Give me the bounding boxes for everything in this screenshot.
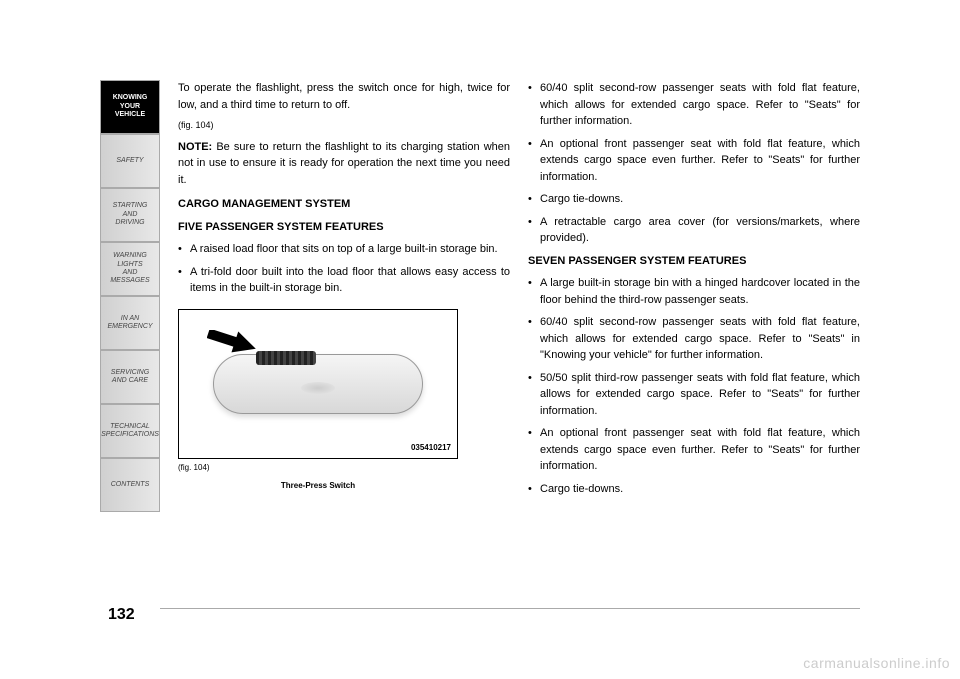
list-item: 50/50 split third-row passenger seats wi… [528, 370, 860, 420]
sidebar-label: STARTING [113, 202, 148, 210]
sidebar-label: VEHICLE [115, 111, 145, 119]
sidebar: KNOWING YOUR VEHICLE SAFETY STARTING AND… [100, 80, 160, 619]
sidebar-label: EMERGENCY [107, 323, 152, 331]
arrow-icon [207, 330, 257, 366]
figure-label: (fig. 104) [178, 462, 510, 474]
sidebar-tab-servicing-and-care[interactable]: SERVICING AND CARE [100, 350, 160, 404]
note-text: Be sure to return the flashlight to its … [178, 141, 510, 186]
list-item: 60/40 split second-row passenger seats w… [528, 314, 860, 364]
sidebar-label: TECHNICAL [110, 423, 150, 431]
page-number: 132 [108, 606, 135, 624]
sidebar-label: DRIVING [115, 219, 144, 227]
footer-line [160, 608, 860, 609]
sidebar-tab-contents[interactable]: CONTENTS [100, 458, 160, 512]
page-container: KNOWING YOUR VEHICLE SAFETY STARTING AND… [100, 80, 860, 619]
sidebar-label: KNOWING [113, 94, 148, 102]
list-item: A retractable cargo area cover (for vers… [528, 214, 860, 247]
bullet-list-five-passenger: A raised load floor that sits on top of … [178, 241, 510, 297]
figure-box: 035410217 [178, 309, 458, 459]
sidebar-tab-technical-specs[interactable]: TECHNICAL SPECIFICATIONS [100, 404, 160, 458]
figure-caption: Three-Press Switch [178, 480, 458, 492]
content: To operate the flashlight, press the swi… [160, 80, 860, 619]
figure-container: 035410217 (fig. 104) Three-Press Switch [178, 309, 510, 492]
sidebar-tab-starting-and-driving[interactable]: STARTING AND DRIVING [100, 188, 160, 242]
sidebar-label: CONTENTS [111, 481, 150, 489]
note-label: NOTE: [178, 141, 212, 153]
sidebar-label: WARNING [113, 252, 147, 260]
sidebar-tab-emergency[interactable]: IN AN EMERGENCY [100, 296, 160, 350]
bullet-list-five-passenger-cont: 60/40 split second-row passenger seats w… [528, 80, 860, 247]
sidebar-tab-warning-lights-messages[interactable]: WARNING LIGHTS AND MESSAGES [100, 242, 160, 296]
sidebar-label: AND [123, 211, 138, 219]
list-item: A raised load floor that sits on top of … [178, 241, 510, 258]
sidebar-label: LIGHTS [117, 261, 142, 269]
note-paragraph: NOTE: Be sure to return the flashlight t… [178, 139, 510, 189]
sidebar-label: SAFETY [116, 157, 143, 165]
list-item: An optional front passenger seat with fo… [528, 425, 860, 475]
sub-heading-seven-passenger: SEVEN PASSENGER SYSTEM FEATURES [528, 253, 860, 270]
sidebar-label: SERVICING [111, 369, 149, 377]
list-item: Cargo tie-downs. [528, 481, 860, 498]
sidebar-label: MESSAGES [110, 277, 149, 285]
figure-reference: (fig. 104) [178, 119, 510, 133]
watermark: carmanualsonline.info [803, 655, 950, 671]
flashlight-switch-illustration [256, 351, 316, 365]
section-heading: CARGO MANAGEMENT SYSTEM [178, 196, 510, 213]
list-item: 60/40 split second-row passenger seats w… [528, 80, 860, 130]
sidebar-tab-knowing-your-vehicle[interactable]: KNOWING YOUR VEHICLE [100, 80, 160, 134]
intro-paragraph: To operate the flashlight, press the swi… [178, 80, 510, 113]
figure-id: 035410217 [411, 442, 451, 454]
sidebar-tab-safety[interactable]: SAFETY [100, 134, 160, 188]
list-item: A large built-in storage bin with a hing… [528, 275, 860, 308]
sidebar-label: AND CARE [112, 377, 148, 385]
list-item: An optional front passenger seat with fo… [528, 136, 860, 186]
sidebar-label: IN AN [121, 315, 139, 323]
list-item: Cargo tie-downs. [528, 191, 860, 208]
bullet-list-seven-passenger: A large built-in storage bin with a hing… [528, 275, 860, 497]
column-right: 60/40 split second-row passenger seats w… [528, 80, 860, 619]
sub-heading-five-passenger: FIVE PASSENGER SYSTEM FEATURES [178, 219, 510, 236]
list-item: A tri-fold door built into the load floo… [178, 264, 510, 297]
sidebar-label: SPECIFICATIONS [101, 431, 159, 439]
sidebar-label: YOUR [120, 103, 140, 111]
column-left: To operate the flashlight, press the swi… [178, 80, 510, 619]
sidebar-label: AND [123, 269, 138, 277]
flashlight-indent [301, 382, 335, 394]
